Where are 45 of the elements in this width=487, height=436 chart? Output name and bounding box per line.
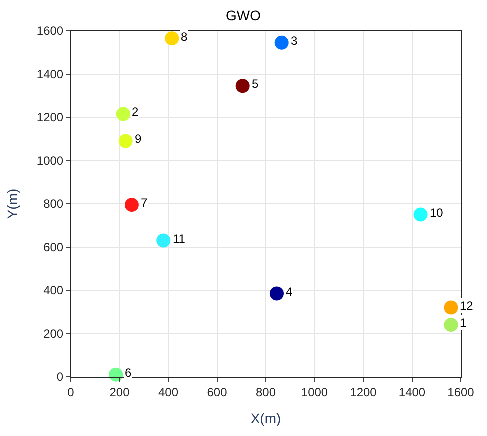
point <box>109 368 124 382</box>
annotation: 9 <box>135 132 142 146</box>
point <box>116 107 130 122</box>
annotation: 3 <box>291 34 298 48</box>
point <box>165 32 180 46</box>
x-tick-label: 600 <box>207 385 228 400</box>
point <box>270 286 284 301</box>
x-tick-label: 1400 <box>398 385 426 400</box>
annotation: 5 <box>252 77 259 91</box>
y-tick-label: 1200 <box>36 110 64 125</box>
annotation: 6 <box>125 366 132 380</box>
annotation: 4 <box>286 285 293 299</box>
y-tick-label: 1000 <box>36 154 64 168</box>
annotation: 12 <box>460 299 474 313</box>
point <box>274 36 289 50</box>
x-tick-label: 1200 <box>350 385 378 400</box>
chart-title: GWO <box>226 8 262 24</box>
annotation: 2 <box>132 105 139 119</box>
y-tick-label: 1400 <box>36 67 64 82</box>
x-tick-label: 200 <box>110 385 130 400</box>
point <box>118 134 133 148</box>
point <box>236 79 250 94</box>
y-tick-label: 800 <box>44 197 64 212</box>
annotation: 8 <box>181 30 188 44</box>
y-tick-label: 600 <box>44 240 64 254</box>
point <box>444 300 458 315</box>
annotation: 10 <box>430 206 444 220</box>
x-tick-label: 0 <box>68 385 75 400</box>
y-tick-label: 200 <box>44 326 64 341</box>
x-tick-label: 1000 <box>301 385 328 400</box>
y-tick-label: 0 <box>56 370 64 384</box>
annotation: 1 <box>460 316 467 330</box>
x-axis-title: X(m) <box>250 410 282 427</box>
point <box>444 318 458 332</box>
annotation: 7 <box>141 196 148 210</box>
annotation: 11 <box>173 232 186 246</box>
point <box>124 198 139 212</box>
y-tick-label: 400 <box>44 284 64 298</box>
point <box>414 208 428 222</box>
x-tick-label: 400 <box>158 385 179 400</box>
x-tick-label: 800 <box>256 385 276 400</box>
x-tick-label: 1600 <box>448 385 475 400</box>
y-tick-label: 1600 <box>36 24 64 38</box>
point <box>156 234 171 248</box>
y-axis-title: Y(m) <box>4 188 20 220</box>
